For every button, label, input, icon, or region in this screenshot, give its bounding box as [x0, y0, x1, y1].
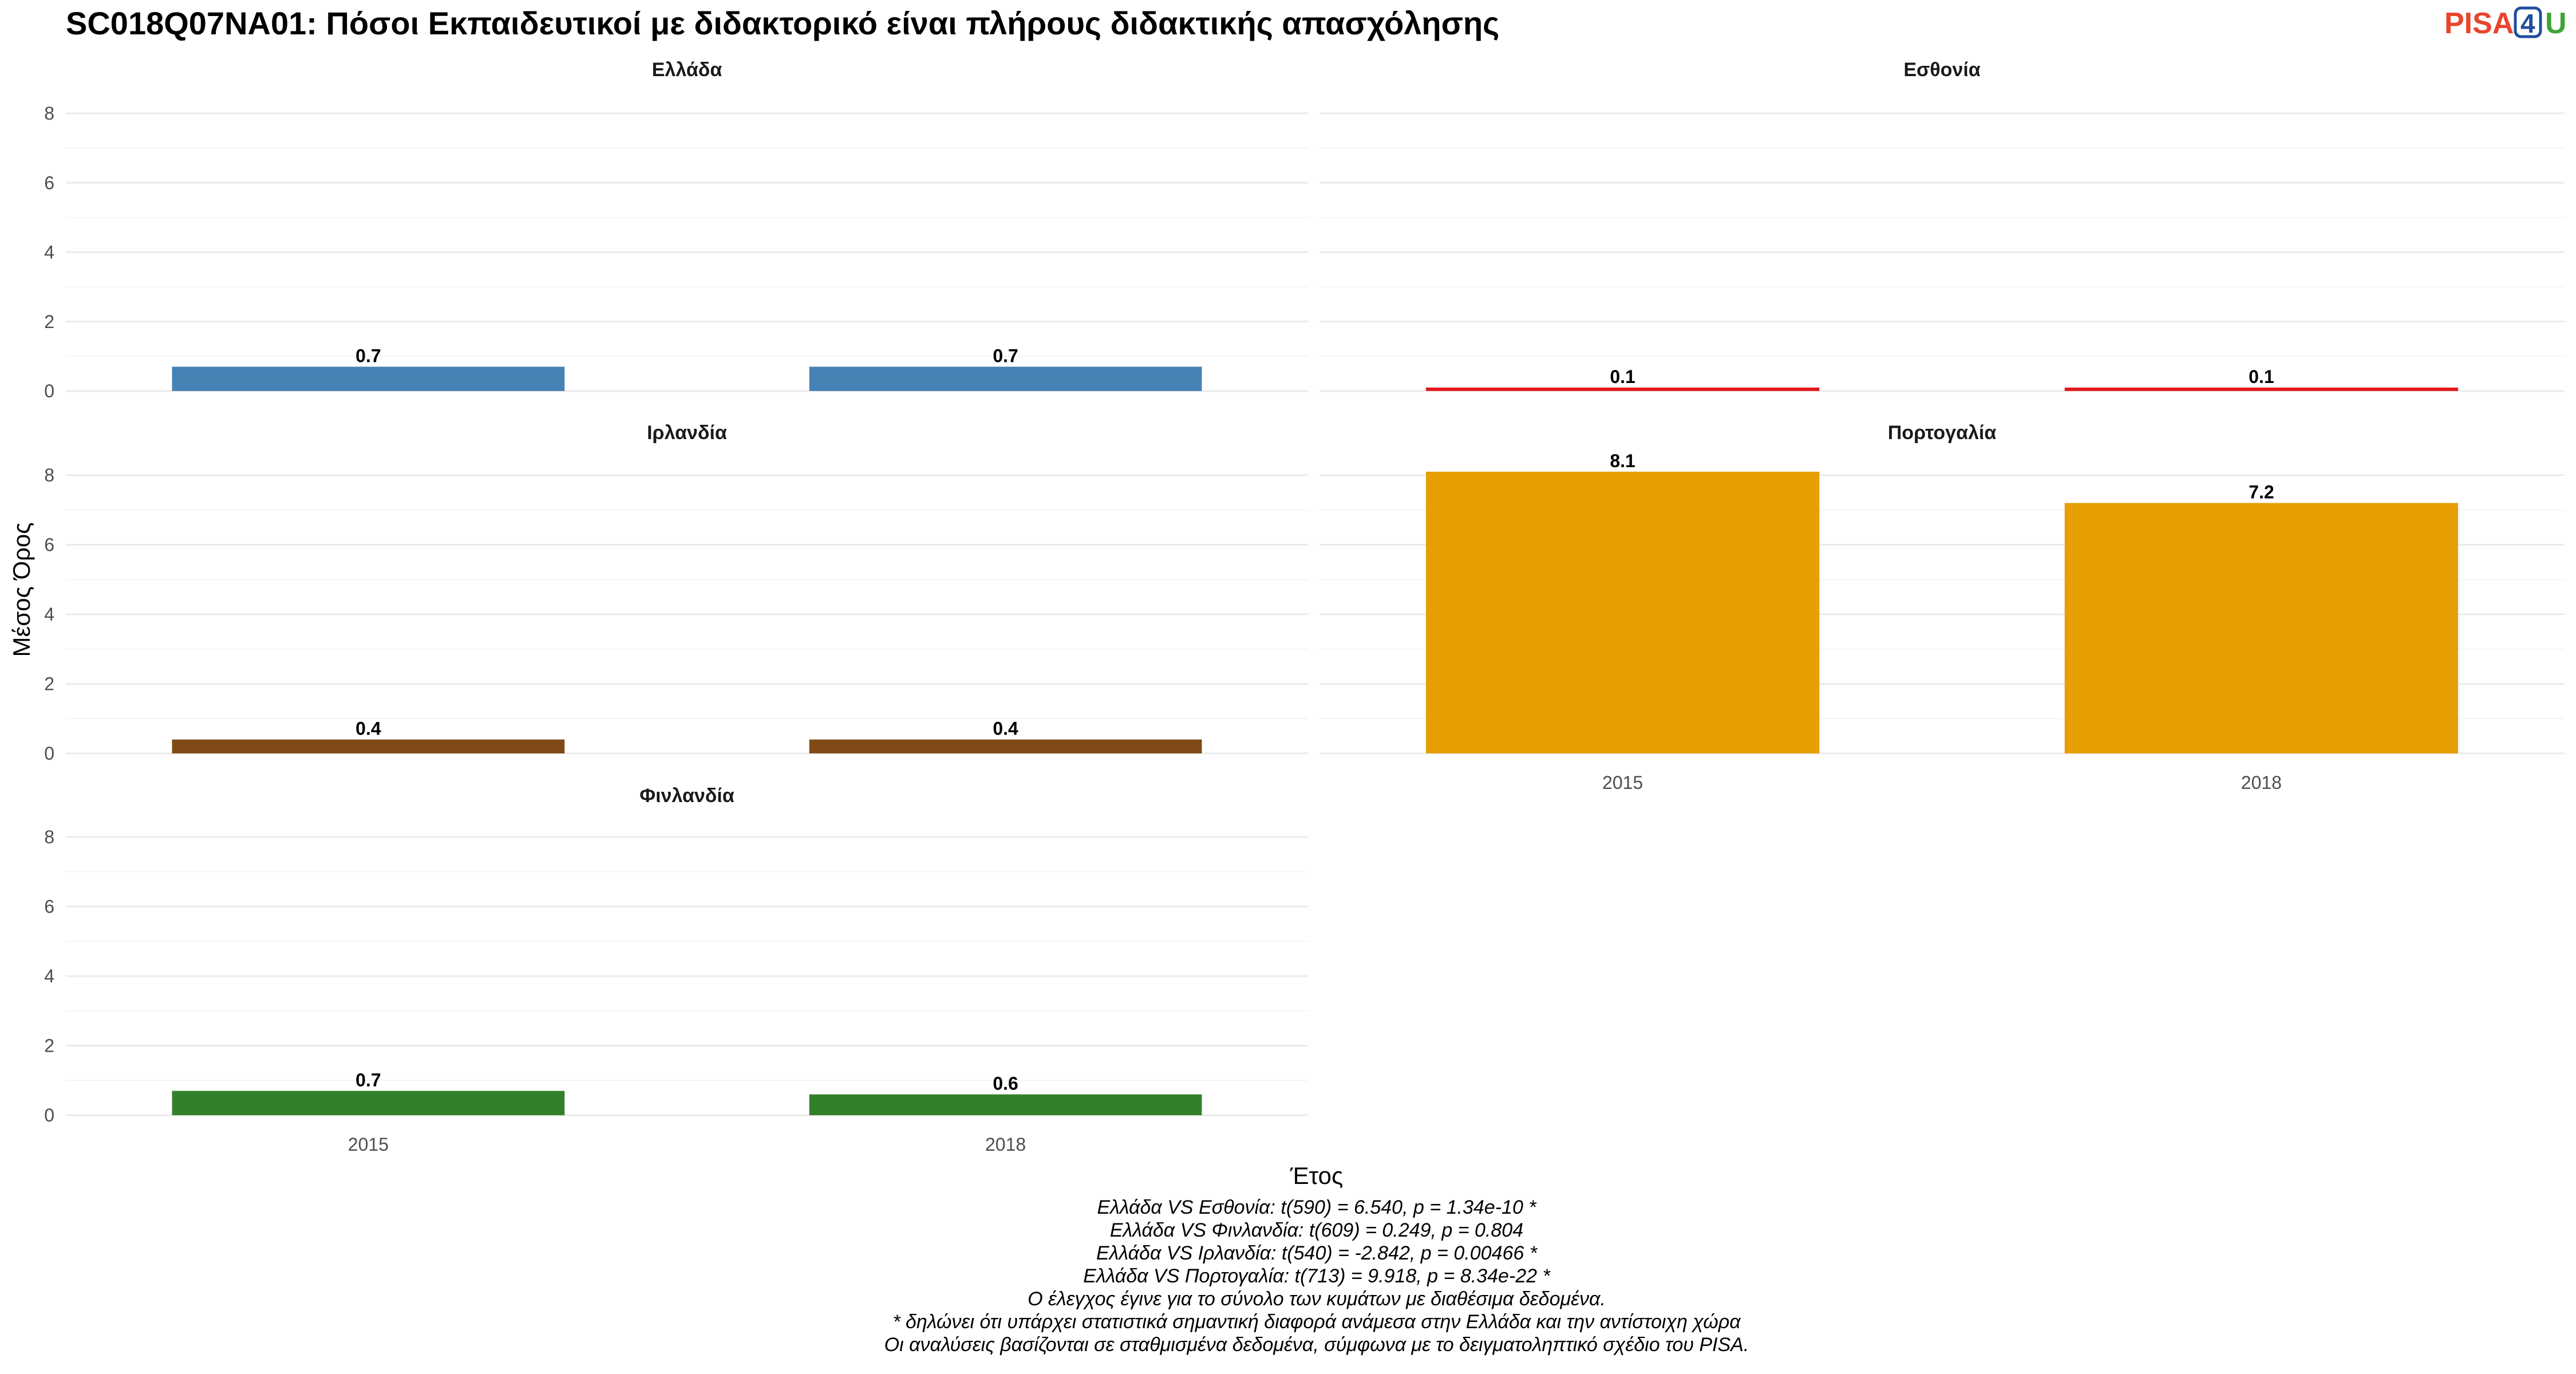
facet-panels: Ελλάδα 0 2 4 6 8 0.7 0.7 Εσθονία 0.1 0.1 Ιρλανδία 0 2… [44, 59, 2565, 1155]
y-tick-label: 8 [44, 465, 54, 485]
bar [1425, 471, 1820, 753]
logo-text-u: U [2545, 7, 2567, 40]
caption: Ελλάδα VS Εσθονία: t(590) = 6.540, p = 1… [884, 1197, 1749, 1356]
caption-line: Ελλάδα VS Φινλανδία: t(609) = 0.249, p =… [1110, 1219, 1523, 1241]
panel-title: Φινλανδία [639, 785, 734, 807]
bar [809, 739, 1202, 753]
bar [2064, 503, 2459, 753]
panel-title: Πορτογαλία [1888, 422, 1997, 444]
y-tick-label: 6 [44, 897, 54, 917]
y-axis-title: Μέσος Όρος [8, 523, 35, 657]
y-tick-label: 0 [44, 743, 54, 764]
panel-title: Ελλάδα [652, 59, 722, 81]
logo-text-pisa: PISA [2444, 7, 2514, 40]
y-tick-label: 2 [44, 674, 54, 694]
pisa4u-logo: PISA 4 U [2444, 6, 2567, 40]
panel-title: Εσθονία [1903, 59, 1980, 81]
y-tick-label: 0 [44, 381, 54, 401]
bar-label: 0.7 [355, 346, 381, 366]
caption-line: * δηλώνει ότι υπάρχει στατιστικά σημαντι… [892, 1311, 1741, 1333]
panel: Φινλανδία 0 2 4 6 8 0.7 0.6 2015 2018 [44, 785, 1308, 1155]
x-tick-label: 2018 [985, 1134, 1026, 1155]
y-tick-label: 2 [44, 1036, 54, 1056]
chart-title: SC018Q07NA01: Πόσοι Εκπαιδευτικοί με διδ… [66, 5, 1499, 41]
panel: Εσθονία 0.1 0.1 [1319, 59, 2565, 392]
caption-line: Ελλάδα VS Εσθονία: t(590) = 6.540, p = 1… [1097, 1197, 1537, 1218]
x-tick-label: 2018 [2241, 772, 2282, 793]
x-axis-title: Έτος [1290, 1162, 1344, 1189]
bar-label: 7.2 [2249, 482, 2274, 503]
bar-label: 0.1 [2249, 366, 2274, 387]
y-tick-label: 8 [44, 827, 54, 847]
y-tick-label: 4 [44, 604, 54, 625]
bar [172, 739, 565, 753]
caption-line: Ελλάδα VS Πορτογαλία: t(713) = 9.918, p … [1083, 1265, 1551, 1287]
bar [809, 1094, 1202, 1115]
y-tick-label: 4 [44, 242, 54, 263]
caption-line: Ελλάδα VS Ιρλανδία: t(540) = -2.842, p =… [1096, 1242, 1538, 1264]
bar [809, 366, 1202, 391]
y-tick-label: 4 [44, 966, 54, 986]
bar-label: 0.1 [1610, 366, 1635, 387]
bar [2064, 387, 2459, 391]
y-tick-label: 0 [44, 1105, 54, 1126]
logo-box [2514, 6, 2542, 38]
bar [1425, 387, 1820, 391]
y-tick-label: 2 [44, 311, 54, 332]
logo-text-4: 4 [2520, 9, 2535, 38]
panel: Πορτογαλία 8.1 7.2 2015 2018 [1319, 422, 2565, 793]
panel: Ιρλανδία 0 2 4 6 8 0.4 0.4 [44, 422, 1308, 764]
panel-title: Ιρλανδία [647, 422, 727, 444]
bar-label: 0.6 [993, 1073, 1018, 1094]
bar-label: 0.4 [355, 718, 381, 739]
caption-line: Οι αναλύσεις βασίζονται σε σταθμισμένα δ… [884, 1334, 1749, 1356]
bar-label: 0.7 [993, 346, 1018, 366]
caption-line: Ο έλεγχος έγινε για το σύνολο των κυμάτω… [1028, 1288, 1606, 1310]
bar-label: 8.1 [1610, 451, 1635, 471]
bar-label: 0.7 [355, 1069, 381, 1090]
y-tick-label: 8 [44, 103, 54, 124]
bar [172, 366, 565, 391]
bar-label: 0.4 [993, 718, 1018, 739]
y-tick-label: 6 [44, 172, 54, 193]
y-tick-label: 6 [44, 535, 54, 555]
bar [172, 1091, 565, 1115]
x-tick-label: 2015 [1602, 772, 1643, 793]
x-tick-label: 2015 [348, 1134, 389, 1155]
panel: Ελλάδα 0 2 4 6 8 0.7 0.7 [44, 59, 1308, 401]
